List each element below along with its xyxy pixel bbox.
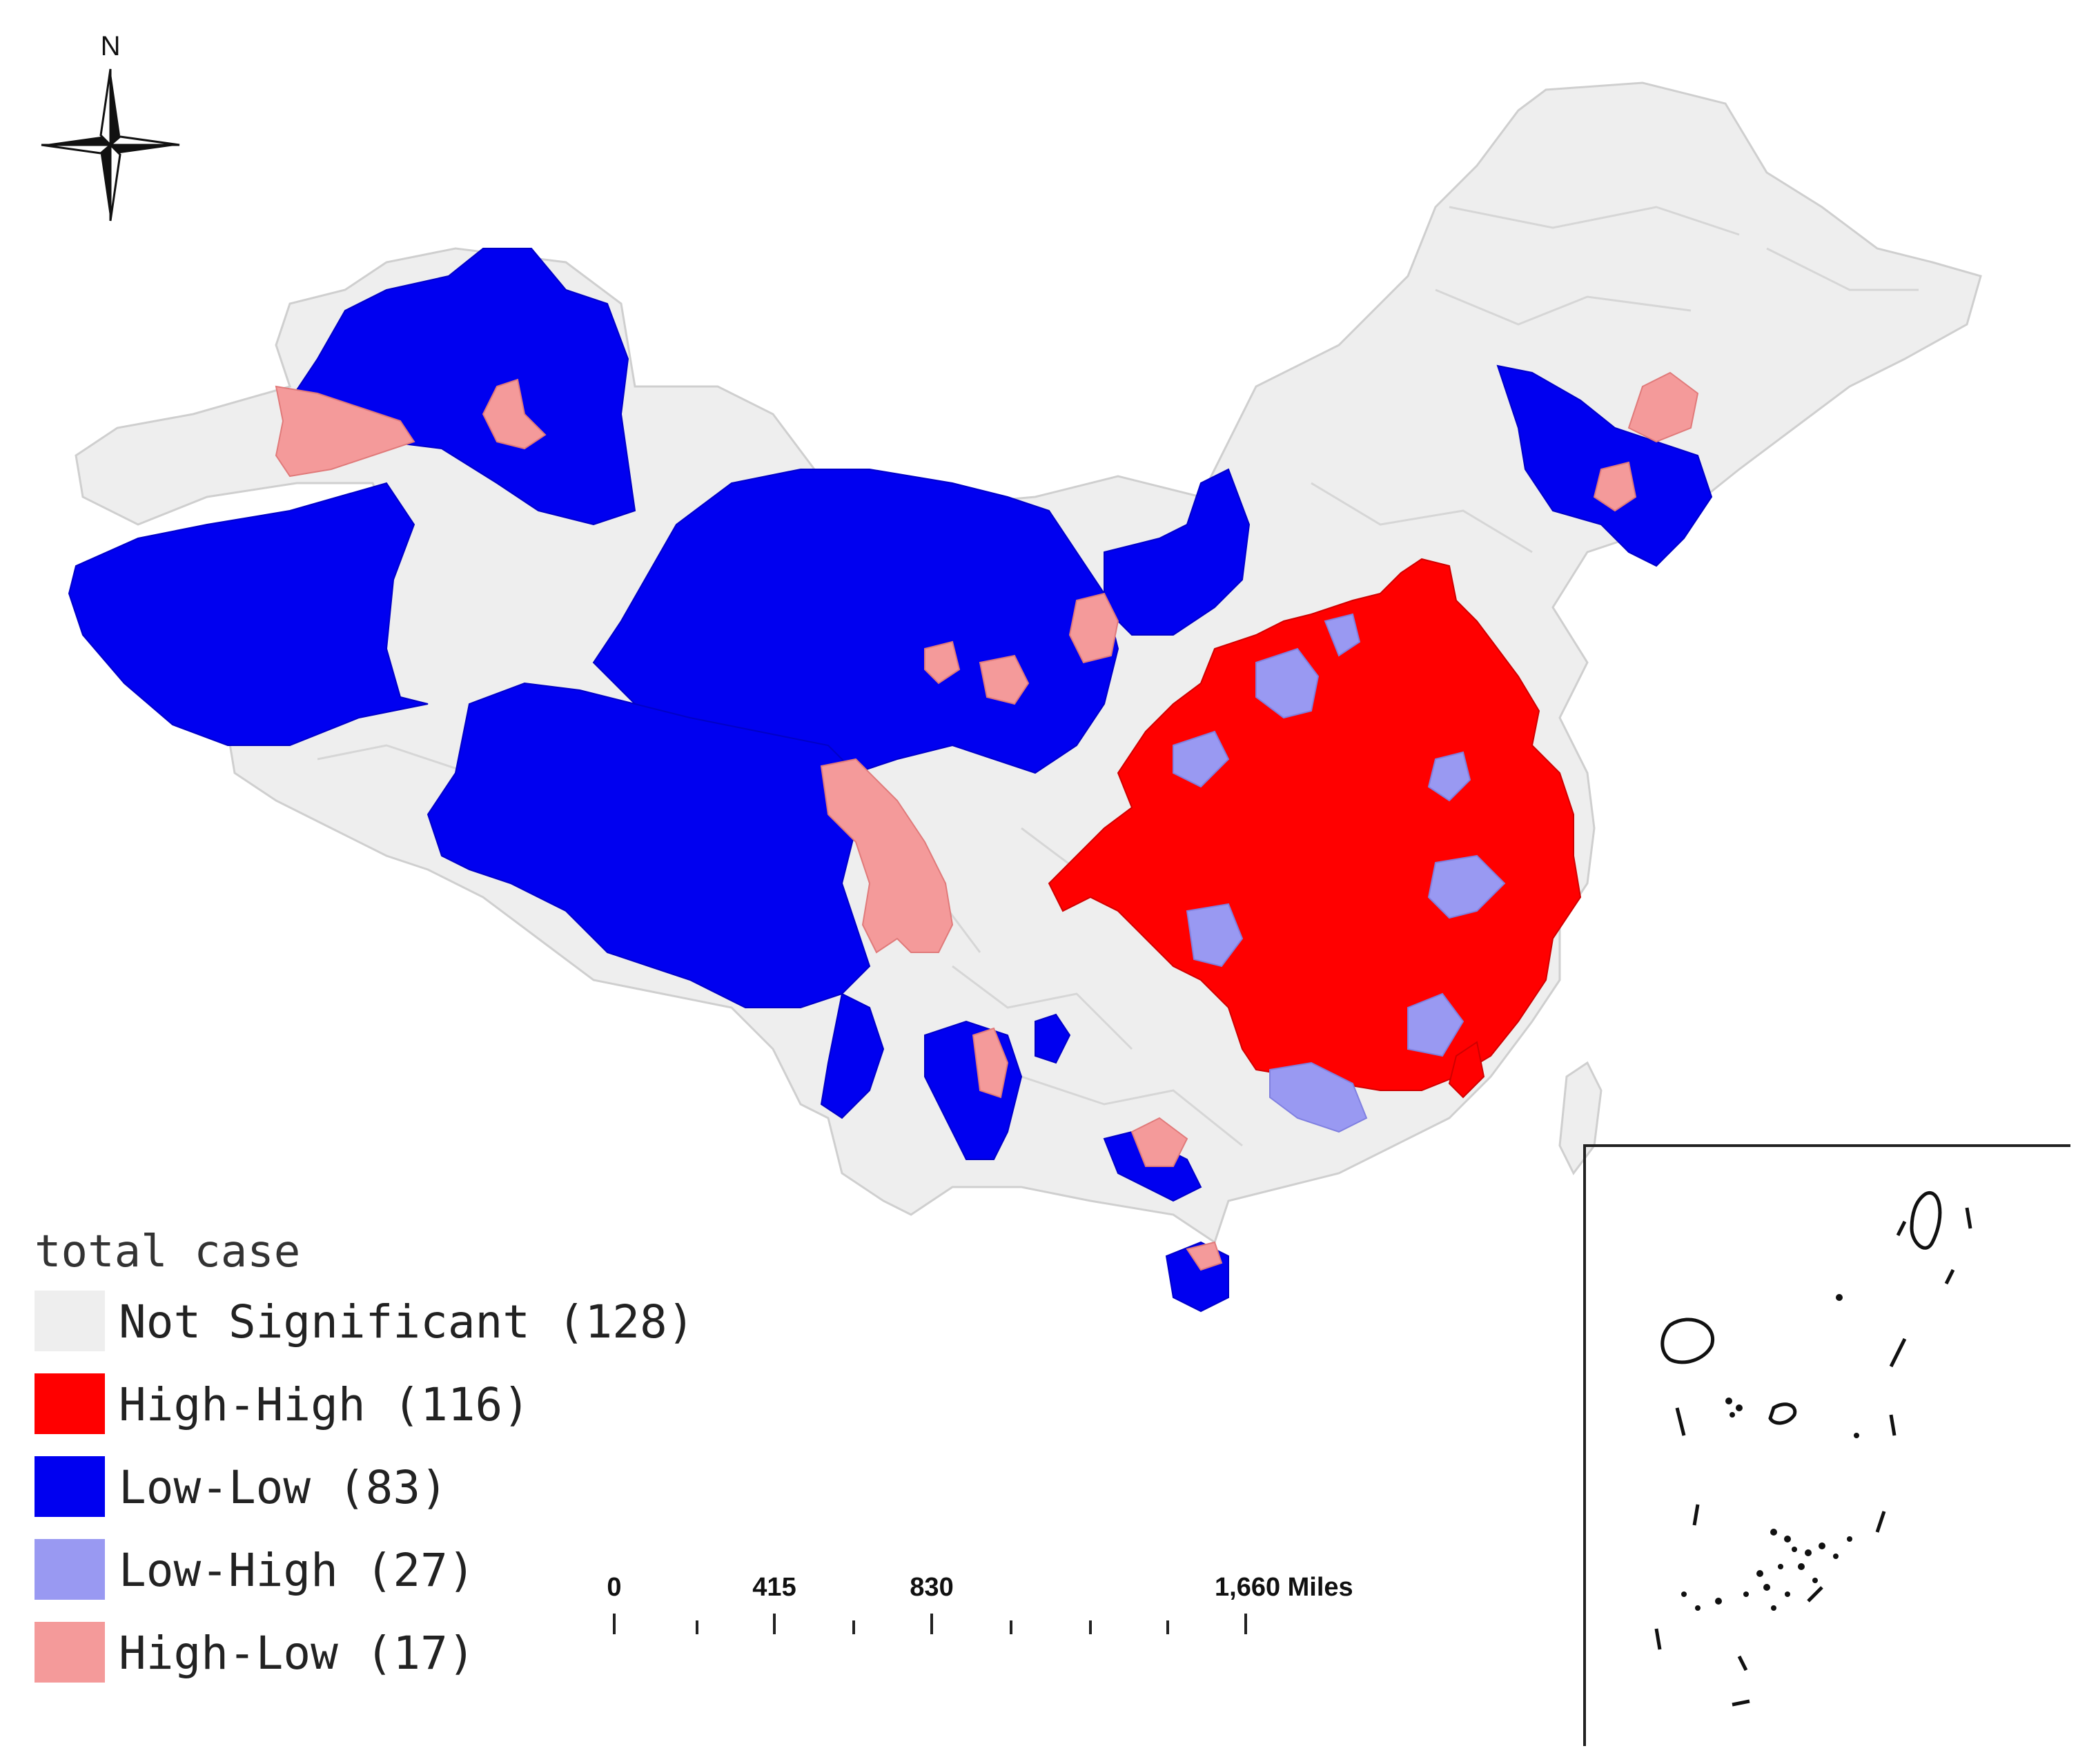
inset-island-dots	[1681, 1294, 1859, 1611]
region-low-high	[1255, 647, 1320, 719]
region-high-low	[1627, 371, 1699, 443]
region-high-high	[1448, 1041, 1485, 1099]
high-low-regions	[275, 371, 1699, 1271]
legend-label-high-high: High-High (116)	[119, 1378, 530, 1431]
region-low-high	[1173, 730, 1230, 788]
legend-swatch-low-low	[35, 1456, 105, 1517]
region-high-high	[1048, 558, 1582, 1091]
inset-frame	[1583, 1144, 2070, 1746]
region-high-low	[275, 385, 415, 478]
region-low-low	[820, 992, 885, 1119]
region-high-low	[820, 758, 954, 954]
legend-label-low-high: Low-High (27)	[119, 1544, 476, 1597]
region-low-high	[1427, 751, 1471, 802]
region-low-low	[1104, 468, 1251, 636]
scale-label-830: 830	[910, 1573, 953, 1602]
legend-swatch-not-significant	[35, 1291, 105, 1351]
legend-swatch-high-low	[35, 1622, 105, 1683]
south-china-sea-inset-icon	[1654, 1191, 1972, 1707]
scale-label-415: 415	[752, 1573, 796, 1602]
legend-swatch-high-high	[35, 1373, 105, 1434]
region-high-low	[979, 654, 1030, 705]
region-low-low	[68, 482, 429, 746]
region-low-low	[1035, 1013, 1071, 1064]
legend-swatch-low-high	[35, 1539, 105, 1600]
region-high-low	[1130, 1117, 1188, 1167]
north-label: N	[101, 31, 121, 61]
scale-label-1660-miles: 1,660 Miles	[1215, 1573, 1353, 1602]
legend-label-high-low: High-Low (17)	[119, 1627, 476, 1680]
legend-label-not-significant: Not Significant (128)	[119, 1295, 694, 1349]
region-high-low	[1186, 1241, 1223, 1271]
region-low-low	[1496, 364, 1713, 567]
region-low-high	[1427, 854, 1506, 919]
region-high-low	[482, 378, 547, 450]
north-arrow-icon: N	[41, 31, 180, 222]
legend-label-low-low: Low-Low (83)	[119, 1461, 448, 1514]
scale-bar	[613, 1614, 1247, 1634]
region-low-high	[1186, 903, 1244, 968]
legend: total case Not Significant (128) High-Hi…	[35, 1226, 694, 1683]
scale-label-0: 0	[607, 1573, 621, 1602]
low-high-regions	[1173, 613, 1506, 1133]
region-taiwan	[1558, 1061, 1603, 1175]
high-high-regions	[1048, 558, 1582, 1099]
region-high-low	[1068, 592, 1119, 664]
region-high-low	[924, 640, 961, 685]
region-low-high	[1269, 1061, 1368, 1133]
legend-title: total case	[35, 1226, 300, 1277]
region-high-low	[972, 1027, 1009, 1099]
region-high-low	[1593, 461, 1637, 512]
south-china-sea-inset	[1583, 1144, 2070, 1746]
region-low-high	[1407, 992, 1464, 1057]
region-low-high	[1324, 613, 1361, 657]
